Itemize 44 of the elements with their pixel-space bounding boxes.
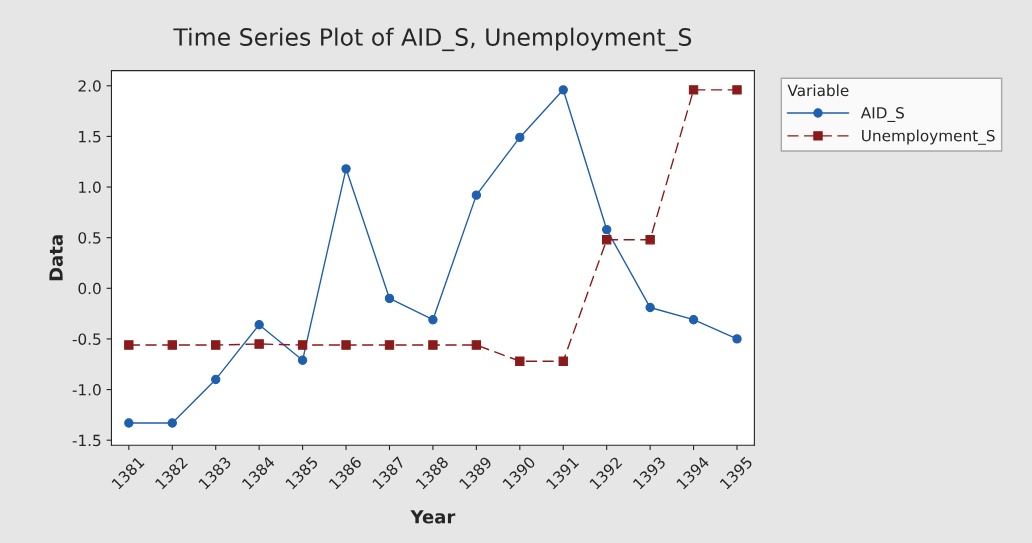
legend-title: Variable [787, 84, 849, 97]
y-tick-label: 1.0 [79, 181, 101, 194]
point [167, 340, 177, 350]
point [124, 340, 134, 350]
y-tick-label: 0.5 [78, 232, 101, 244]
point [341, 164, 351, 174]
x-axis-title: Year [410, 510, 456, 524]
y-tick-label: -1.5 [72, 434, 101, 447]
point [428, 315, 438, 325]
legend-label: Unemployment_S [862, 129, 995, 145]
point [297, 355, 308, 365]
point [124, 418, 134, 428]
point [211, 374, 221, 385]
y-tick-label: 0.0 [78, 282, 101, 295]
y-tick-label: 2.0 [78, 80, 101, 92]
point [645, 235, 655, 245]
chart-title: Time Series Plot of AID_S, Unemployment_S [173, 27, 692, 52]
point [688, 85, 699, 95]
point [602, 224, 612, 235]
point [688, 315, 699, 325]
point [341, 340, 351, 350]
point [254, 320, 264, 330]
y-axis-title: Data [49, 235, 63, 281]
y-tick-label: 1.5 [79, 131, 101, 143]
point [732, 334, 742, 344]
point [558, 356, 568, 366]
point [602, 235, 612, 245]
point [384, 293, 395, 304]
point [428, 340, 438, 350]
y-tick-label: -1.0 [72, 384, 101, 396]
point [167, 418, 177, 428]
point [471, 190, 482, 200]
y-tick-label: -0.5 [72, 333, 101, 345]
point [558, 85, 568, 95]
legend-label: AID_S [860, 107, 904, 122]
point [297, 340, 308, 350]
point [515, 132, 525, 143]
point [211, 340, 221, 350]
point [384, 340, 395, 350]
point [732, 85, 742, 95]
point [645, 302, 655, 313]
point [515, 356, 525, 366]
point [471, 340, 482, 350]
point [254, 339, 264, 349]
